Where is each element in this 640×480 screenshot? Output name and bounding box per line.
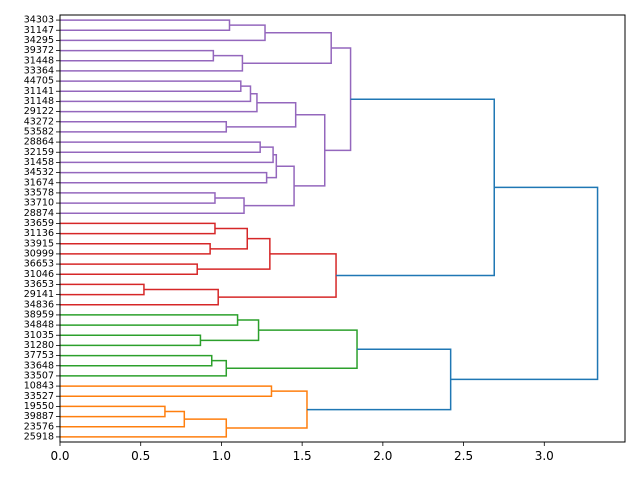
dendrogram-link-orange (60, 385, 273, 397)
dendrogram-link-purple (60, 93, 258, 113)
dendrogram-link-purple (60, 85, 252, 103)
dendrogram-link-purple (60, 146, 274, 164)
leaf-label: 23576 (24, 421, 54, 432)
dendrogram-link-green (200, 319, 260, 342)
x-tick-label: 1.0 (212, 449, 231, 463)
leaf-label: 31280 (24, 340, 54, 351)
dendrogram-link-green (226, 329, 358, 370)
leaf-label: 37753 (24, 350, 54, 361)
leaf-label: 53582 (24, 126, 54, 137)
dendrogram-link-red (60, 243, 211, 255)
dendrogram-link-purple (60, 171, 268, 184)
dendrogram-link-purple (60, 49, 215, 62)
x-axis-ticks: 0.0 0.5 1.0 1.5 2.0 2.5 3.0 (50, 442, 554, 463)
leaf-label: 31448 (24, 55, 54, 66)
leaf-label: 28874 (24, 208, 54, 219)
leaf-label: 33915 (24, 238, 54, 249)
leaf-label: 30999 (24, 248, 54, 259)
dendrogram-link-red (197, 237, 271, 270)
dendrogram-link-purple (60, 141, 261, 153)
leaf-label: 43272 (24, 116, 54, 127)
leaf-label: 33507 (24, 370, 54, 381)
x-tick-label: 2.0 (373, 449, 392, 463)
dendrogram-link-blue (306, 348, 452, 411)
dendrogram-link-green (60, 314, 239, 326)
leaf-label: 28864 (24, 137, 54, 148)
leaf-label: 34836 (24, 299, 54, 310)
dendrogram-link-green (60, 334, 202, 347)
dendrogram-link-purple (244, 165, 295, 207)
x-tick-label: 3.0 (535, 449, 554, 463)
dendrogram-link-blue (450, 186, 599, 381)
dendrogram-link-green (60, 354, 213, 367)
dendrogram-link-purple (60, 19, 231, 31)
leaf-label: 33527 (24, 391, 54, 402)
axes-frame (59, 14, 626, 443)
leaf-label: 39887 (24, 411, 54, 422)
leaf-label: 19550 (24, 401, 54, 412)
leaf-label: 33659 (24, 218, 54, 229)
leaf-label: 31148 (24, 96, 54, 107)
leaf-label: 34848 (24, 320, 54, 331)
dendrogram-links (60, 19, 599, 438)
leaf-label: 31674 (24, 177, 54, 188)
leaf-label: 34532 (24, 167, 54, 178)
dendrogram-link-purple (60, 80, 242, 92)
leaf-label: 25918 (24, 431, 54, 442)
leaf-label: 31147 (24, 25, 54, 36)
leaf-labels: 3430331147342953937231448333644470531141… (24, 15, 60, 442)
leaf-label: 29122 (24, 106, 54, 117)
leaf-label: 31136 (24, 228, 54, 239)
dendrogram-link-purple (242, 32, 332, 65)
dendrogram-link-orange (60, 418, 228, 438)
dendrogram-link-blue (336, 98, 495, 277)
dendrogram-link-purple (60, 24, 266, 42)
dendrogram-link-red (60, 222, 216, 235)
leaf-label: 34295 (24, 35, 54, 46)
leaf-label: 33710 (24, 198, 54, 209)
leaf-label: 38959 (24, 309, 54, 320)
x-tick-label: 1.5 (293, 449, 312, 463)
x-tick-label: 0.5 (131, 449, 150, 463)
x-tick-label: 0.0 (50, 449, 69, 463)
leaf-label: 34303 (24, 15, 54, 26)
leaf-label: 33364 (24, 65, 54, 76)
dendrogram-link-green (60, 359, 228, 377)
dendrogram-link-purple (226, 101, 297, 128)
leaf-label: 29141 (24, 289, 54, 300)
dendrogram-link-red (60, 283, 145, 296)
dendrogram-link-orange (60, 405, 166, 418)
leaf-label: 33653 (24, 279, 54, 290)
leaf-label: 31035 (24, 330, 54, 341)
dendrogram-link-purple (60, 54, 244, 72)
leaf-label: 33578 (24, 187, 54, 198)
dendrogram-link-red (210, 227, 249, 250)
x-tick-label: 2.5 (454, 449, 473, 463)
dendrogram-link-purple (60, 192, 216, 204)
leaf-label: 10843 (24, 381, 54, 392)
leaf-label: 31458 (24, 157, 54, 168)
leaf-label: 31046 (24, 269, 54, 280)
leaf-label: 36653 (24, 259, 54, 270)
leaf-label: 33648 (24, 360, 54, 371)
leaf-label: 32159 (24, 147, 54, 158)
dendrogram-link-purple (60, 121, 228, 133)
dendrogram-link-purple (266, 154, 278, 179)
leaf-label: 39372 (24, 45, 54, 56)
dendrogram-link-red (60, 288, 219, 306)
dendrogram-link-purple (60, 197, 245, 214)
dendrogram-link-red (218, 253, 337, 298)
dendrogram-link-red (60, 263, 198, 275)
dendrogram-link-purple (294, 114, 326, 187)
dendrogram-link-purple (324, 47, 352, 152)
leaf-label: 31141 (24, 86, 54, 97)
leaf-label: 44705 (24, 76, 54, 87)
